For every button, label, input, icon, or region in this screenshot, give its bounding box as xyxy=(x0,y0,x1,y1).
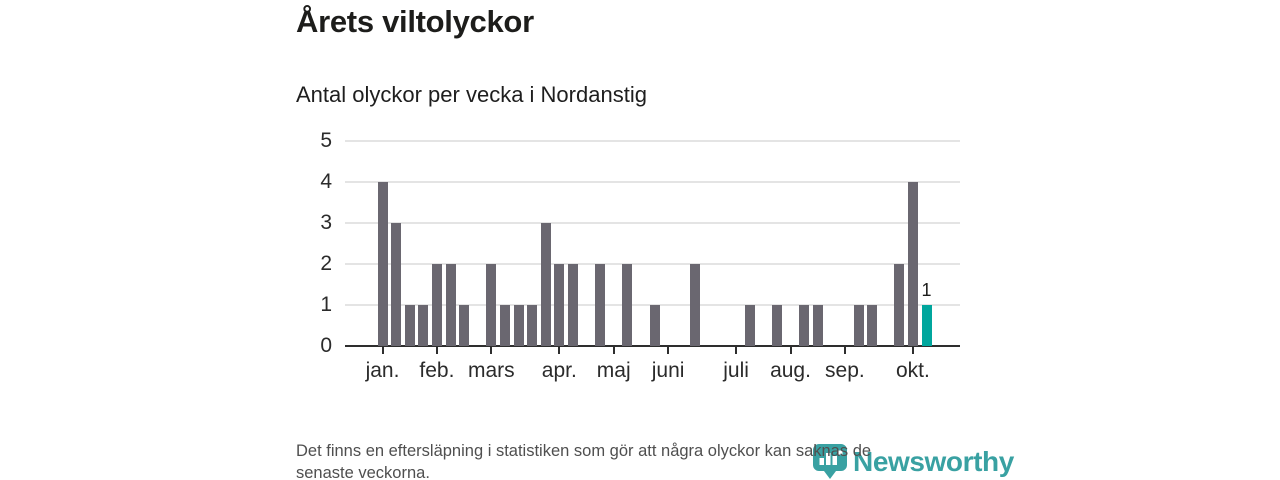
y-axis-label-3: 3 xyxy=(320,211,332,234)
bar-week-5 xyxy=(431,264,442,346)
footer-note-line2: senaste veckorna. xyxy=(296,464,430,480)
newsworthy-logo-text: Newsworthy xyxy=(853,446,1014,477)
x-axis-tick-apr xyxy=(558,347,561,354)
bar-week-11 xyxy=(513,305,524,346)
page-title: Årets viltolyckor xyxy=(296,4,534,39)
x-axis-label-maj: maj xyxy=(596,359,631,382)
x-axis-tick-jan xyxy=(381,347,384,354)
bar-week-15 xyxy=(567,264,578,346)
x-axis-tick-maj xyxy=(612,347,615,354)
x-axis-tick-okt xyxy=(911,347,914,354)
bar-week-10 xyxy=(499,305,510,346)
bar-week-32 xyxy=(799,305,810,346)
x-axis-tick-juli xyxy=(735,347,738,354)
gridline-y5 xyxy=(345,140,960,142)
bar-week-17 xyxy=(595,264,606,346)
y-axis-label-2: 2 xyxy=(320,252,332,275)
x-axis-label-apr: apr. xyxy=(541,359,577,382)
bar-week-1 xyxy=(377,182,388,346)
gridline-y2 xyxy=(345,263,960,265)
x-axis-label-feb: feb. xyxy=(419,359,455,382)
bar-week-7 xyxy=(459,305,470,346)
bar-week-19 xyxy=(622,264,633,346)
bar-week-36 xyxy=(853,305,864,346)
footer-note-line1: Det finns en eftersläpning i statistiken… xyxy=(296,442,872,460)
x-axis-tick-juni xyxy=(667,347,670,354)
y-axis-label-1: 1 xyxy=(320,293,332,316)
bar-week-33 xyxy=(812,305,823,346)
x-axis-tick-sep xyxy=(843,347,846,354)
bar-week-9 xyxy=(486,264,497,346)
bar-week-41-highlight xyxy=(921,305,932,346)
gridline-y3 xyxy=(345,222,960,224)
bar-week-12 xyxy=(527,305,538,346)
chart-subtitle: Antal olyckor per vecka i Nordanstig xyxy=(296,82,647,107)
x-axis-label-mars: mars xyxy=(467,359,515,382)
y-axis-label-0: 0 xyxy=(320,334,332,357)
bar-week-40 xyxy=(907,182,918,346)
gridline-y4 xyxy=(345,181,960,183)
bar-week-3 xyxy=(404,305,415,346)
bar-week-2 xyxy=(391,223,402,346)
x-axis-label-okt: okt. xyxy=(895,359,930,382)
bar-week-6 xyxy=(445,264,456,346)
bar-week-30 xyxy=(771,305,782,346)
x-axis-tick-mars xyxy=(490,347,493,354)
bar-week-13 xyxy=(540,223,551,346)
x-axis-label-juni: juni xyxy=(651,359,685,382)
x-axis-label-aug: aug. xyxy=(770,359,811,382)
bar-week-24 xyxy=(690,264,701,346)
bar-week-28 xyxy=(744,305,755,346)
x-axis-line xyxy=(345,345,960,347)
y-axis-label-4: 4 xyxy=(320,170,332,193)
bar-week-14 xyxy=(554,264,565,346)
bar-week-4 xyxy=(418,305,429,346)
x-axis-tick-feb xyxy=(435,347,438,354)
x-axis-tick-aug xyxy=(789,347,792,354)
highlight-bar-value-label: 1 xyxy=(921,280,932,300)
x-axis-label-jan: jan. xyxy=(365,359,400,382)
footer-note: Det finns en eftersläpning i statistiken… xyxy=(296,440,871,480)
bar-week-39 xyxy=(894,264,905,346)
bar-week-37 xyxy=(867,305,878,346)
x-axis-label-juli: juli xyxy=(723,359,749,382)
y-axis-label-5: 5 xyxy=(320,129,332,152)
x-axis-label-sep: sep. xyxy=(825,359,865,382)
bar-week-21 xyxy=(649,305,660,346)
newsworthy-logo: Newsworthy xyxy=(813,444,1014,480)
newsworthy-logo-icon xyxy=(813,444,847,480)
